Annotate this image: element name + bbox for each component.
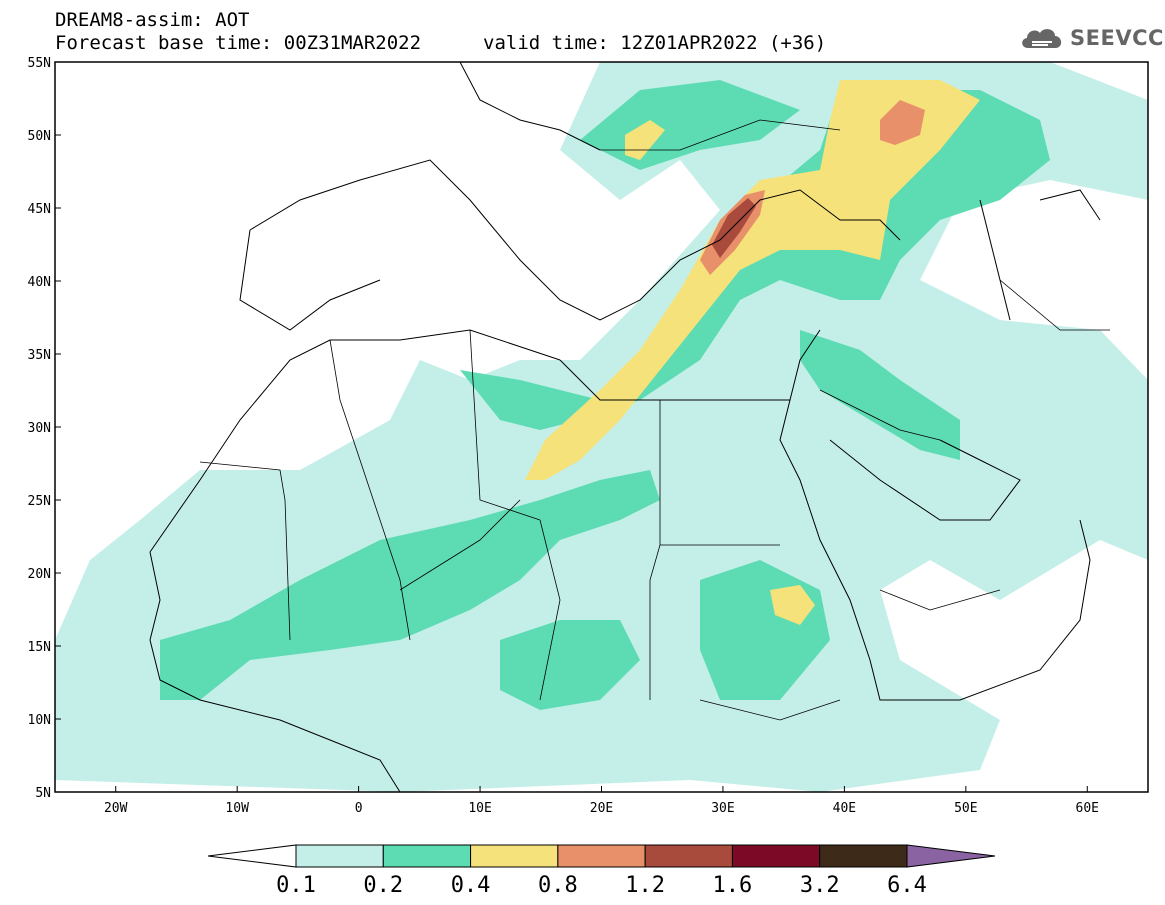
aot-band-0-4-b — [770, 585, 815, 625]
colorbar-label: 0.4 — [450, 873, 491, 898]
lat-label: 45N — [28, 202, 51, 217]
colorbar-label: 0.8 — [537, 873, 578, 898]
colorbar-label: 0.1 — [276, 873, 316, 898]
colorbar-low-triangle — [207, 844, 297, 868]
lon-label: 20W — [104, 801, 128, 816]
country-borders — [199, 119, 1110, 721]
colorbar-box — [557, 844, 646, 868]
lat-label: 20N — [28, 567, 51, 582]
lat-label: 15N — [28, 640, 51, 655]
colorbar-box — [382, 844, 472, 868]
colorbar-label: 6.4 — [887, 873, 927, 898]
aot-band-0-2-iraq — [800, 330, 960, 460]
lat-label: 35N — [28, 348, 51, 363]
lat-label: 10N — [28, 713, 51, 728]
lon-label: 40E — [833, 801, 856, 816]
longitude-labels: 20W 10W 0 10E 20E 30E 40E 50E 60E — [104, 786, 1099, 816]
colorbar-label: 1.2 — [625, 873, 666, 898]
map-title: DREAM8-assim: AOT — [55, 9, 250, 31]
colorbar-box — [470, 844, 559, 868]
colorbar-box — [819, 844, 908, 868]
lat-label: 5N — [35, 786, 51, 801]
lat-label: 40N — [28, 275, 51, 290]
colorbar-label: 3.2 — [799, 873, 840, 898]
lon-label: 60E — [1076, 801, 1099, 816]
lon-label: 10W — [225, 801, 249, 816]
lon-label: 10E — [468, 801, 491, 816]
colorbar-high-triangle — [906, 844, 996, 868]
aot-band-0-4 — [525, 80, 980, 480]
lon-label: 0 — [355, 801, 363, 816]
aot-band-1-2 — [712, 198, 756, 258]
colorbar-label: 1.6 — [712, 873, 753, 898]
latitude-labels: 55N 50N 45N 40N 35N 30N 25N 20N 15N 10N 5N — [28, 56, 61, 801]
lon-label: 30E — [711, 801, 734, 816]
seevccc-logo: SEEVCCC — [1018, 24, 1165, 52]
colorbar-box — [295, 844, 384, 868]
cloud-icon — [1022, 29, 1062, 48]
lat-label: 50N — [28, 129, 51, 144]
lon-label: 20E — [590, 801, 613, 816]
aot-band-0-8 — [880, 100, 925, 145]
lat-label: 30N — [28, 421, 51, 436]
lat-label: 25N — [28, 494, 51, 509]
colorbar-label: 0.2 — [363, 873, 404, 898]
aot-band-0-2-sahel — [160, 470, 660, 700]
colorbar-box — [644, 844, 733, 868]
lat-label: 55N — [28, 56, 51, 71]
aot-band-0-2-chad — [500, 620, 640, 710]
lon-label: 50E — [954, 801, 977, 816]
colorbar — [207, 844, 996, 868]
aot-field — [55, 62, 1148, 792]
valid-time: valid time: 12Z01APR2022 (+36) — [483, 32, 827, 54]
forecast-base-time: Forecast base time: 00Z31MAR2022 — [55, 32, 422, 54]
logo-text: SEEVCCC — [1070, 26, 1165, 50]
colorbar-box — [731, 844, 821, 868]
coastlines — [149, 62, 1101, 792]
